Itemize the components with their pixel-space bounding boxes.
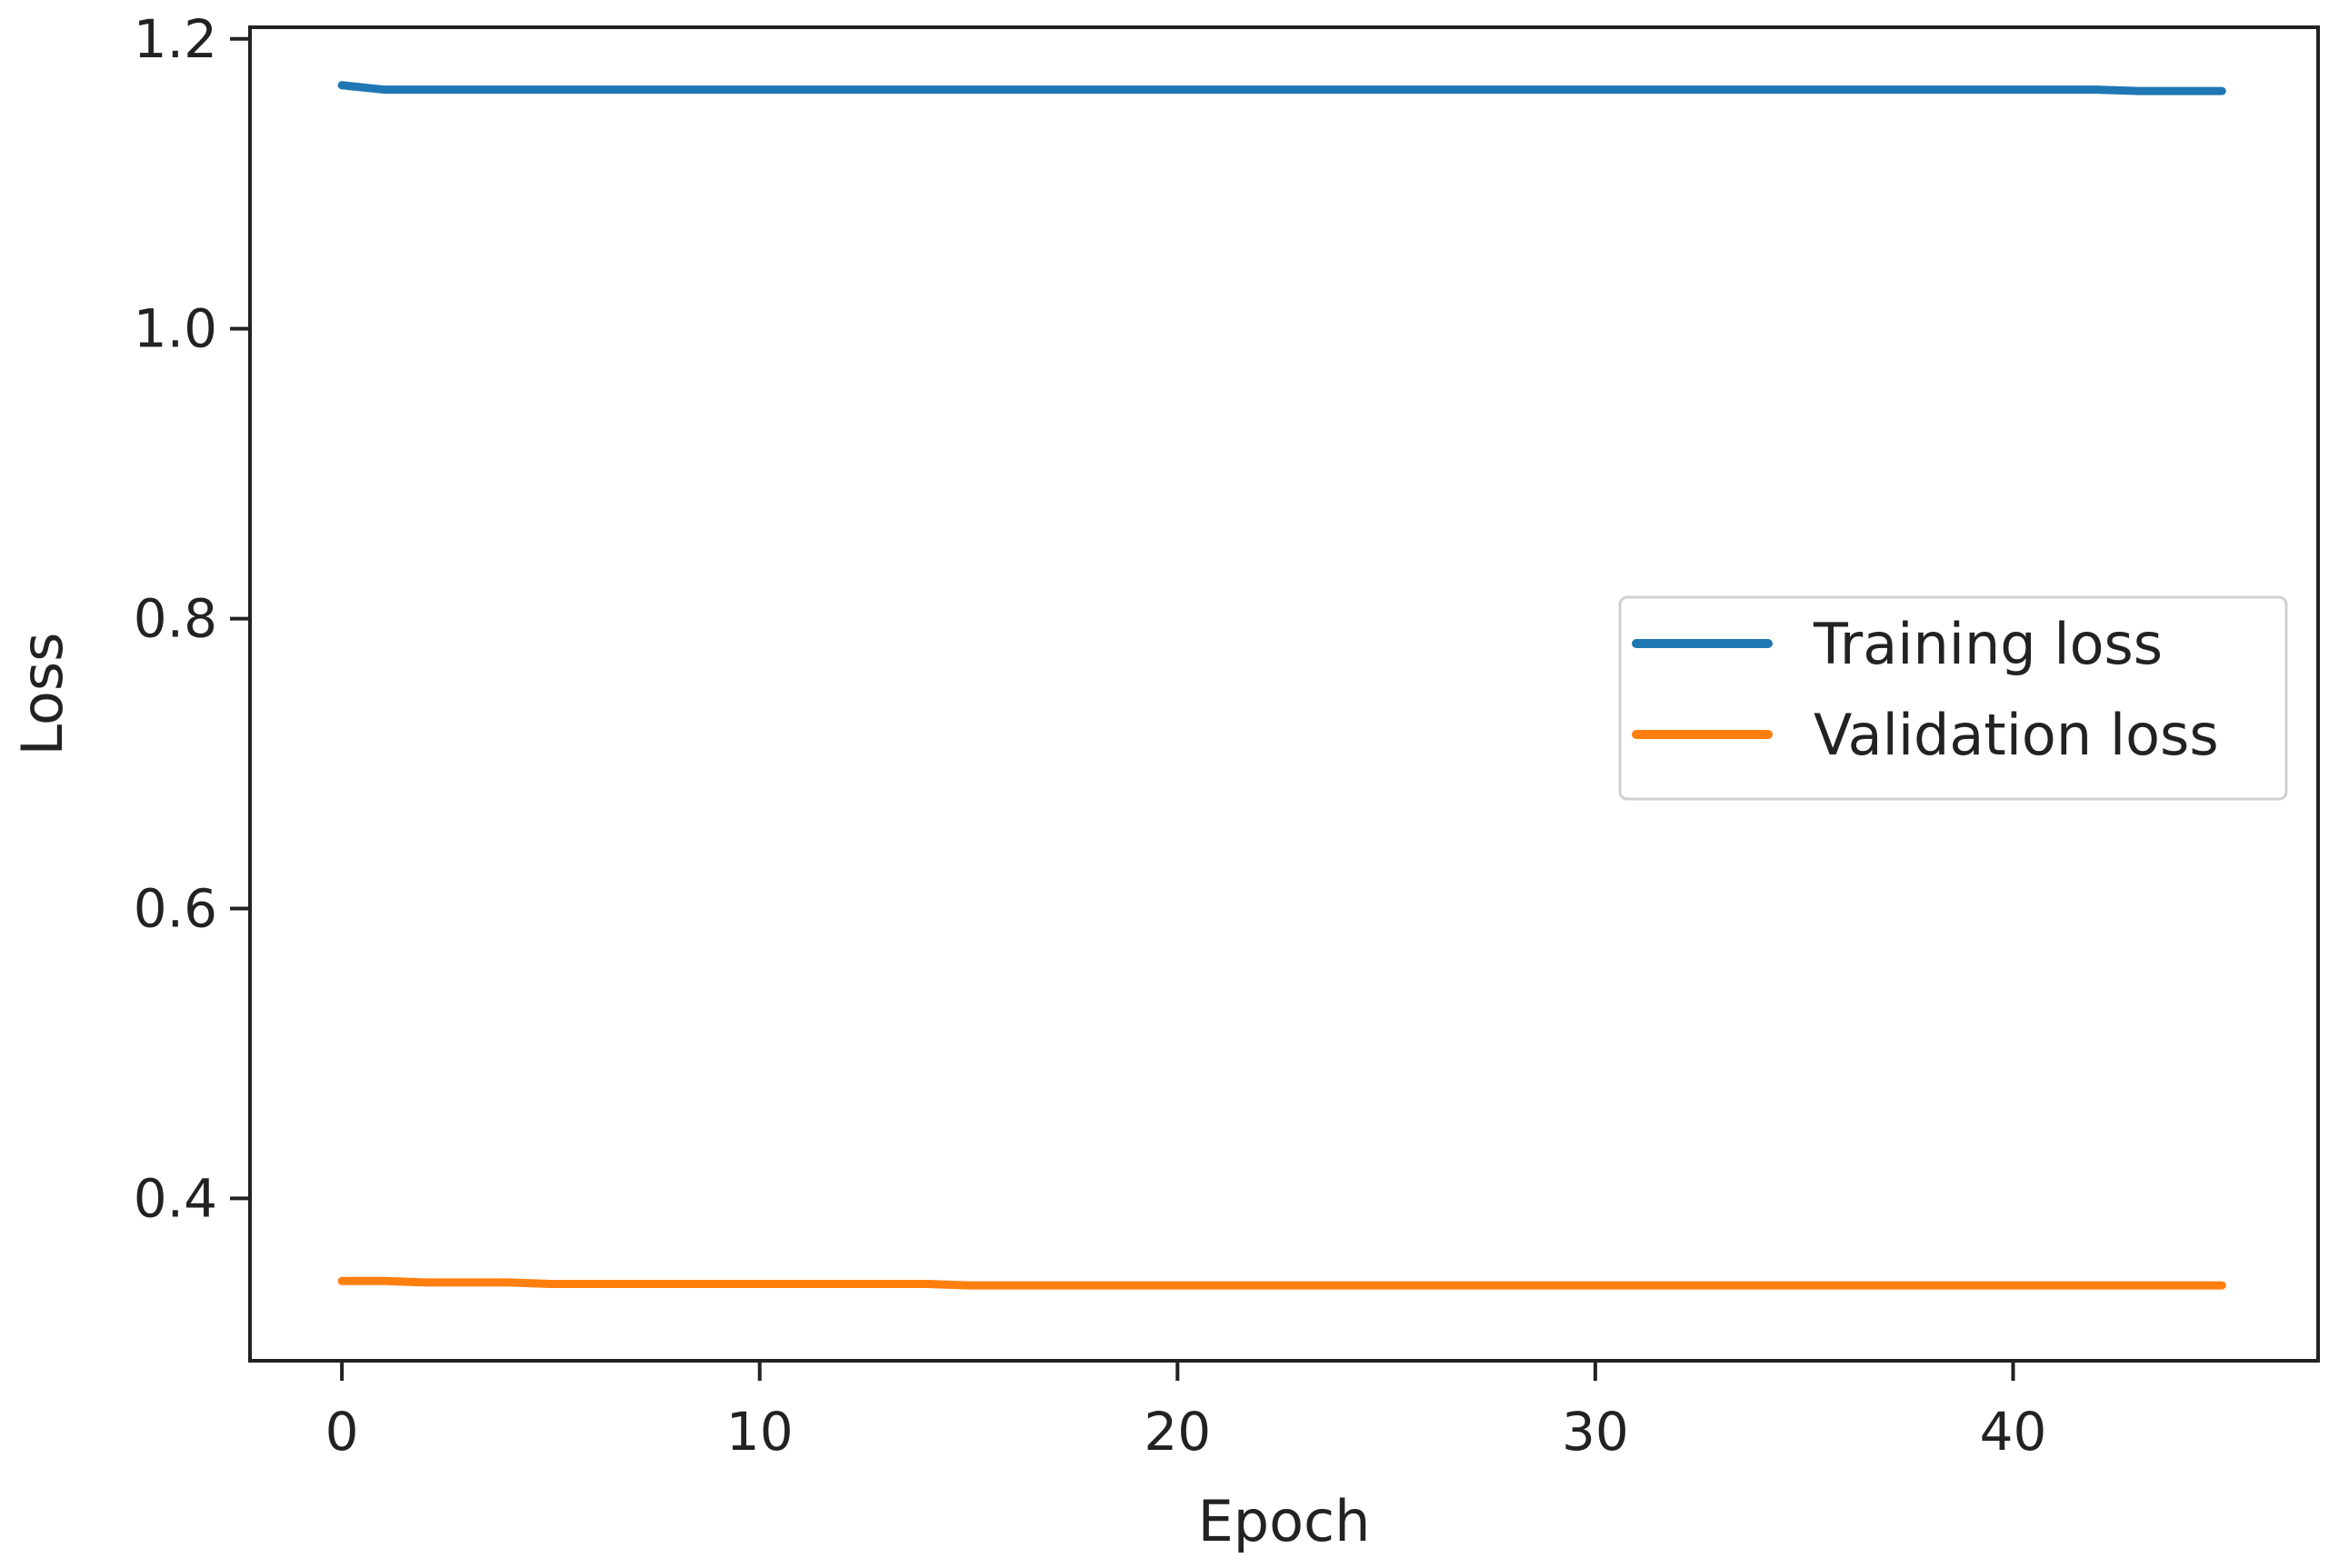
- x-tick-label-20: 20: [1144, 1401, 1211, 1463]
- series-layer: [337, 81, 2226, 1290]
- plot-area: [248, 25, 2320, 1363]
- legend: Training loss Validation loss: [1618, 595, 2288, 801]
- x-tick-label-40: 40: [1980, 1401, 2047, 1463]
- x-tick-label-30: 30: [1562, 1401, 1629, 1463]
- legend-label-training-loss: Training loss: [1813, 611, 2163, 677]
- x-tick-label-10: 10: [726, 1401, 794, 1463]
- y-tick-label-0-4: 0.4: [134, 1167, 217, 1229]
- y-tick-label-0-8: 0.8: [134, 588, 217, 650]
- series-line-validation-loss: [337, 1276, 2226, 1290]
- x-axis: 0 10 20 30 40: [325, 1361, 2047, 1463]
- plot-frame: [248, 25, 2320, 1363]
- y-axis-title: Loss: [9, 633, 75, 756]
- x-axis-title: Epoch: [1198, 1488, 1371, 1554]
- y-tick-label-0-6: 0.6: [134, 877, 217, 939]
- legend-box: [1618, 595, 2288, 801]
- y-tick-label-1-2: 1.2: [134, 8, 217, 70]
- series-line-training-loss: [337, 81, 2226, 95]
- y-tick-label-1-0: 1.0: [134, 298, 217, 360]
- y-axis: 0.4 0.6 0.8 1.0 1.2: [134, 8, 250, 1229]
- legend-label-validation-loss: Validation loss: [1814, 702, 2219, 768]
- x-tick-label-0: 0: [325, 1401, 359, 1463]
